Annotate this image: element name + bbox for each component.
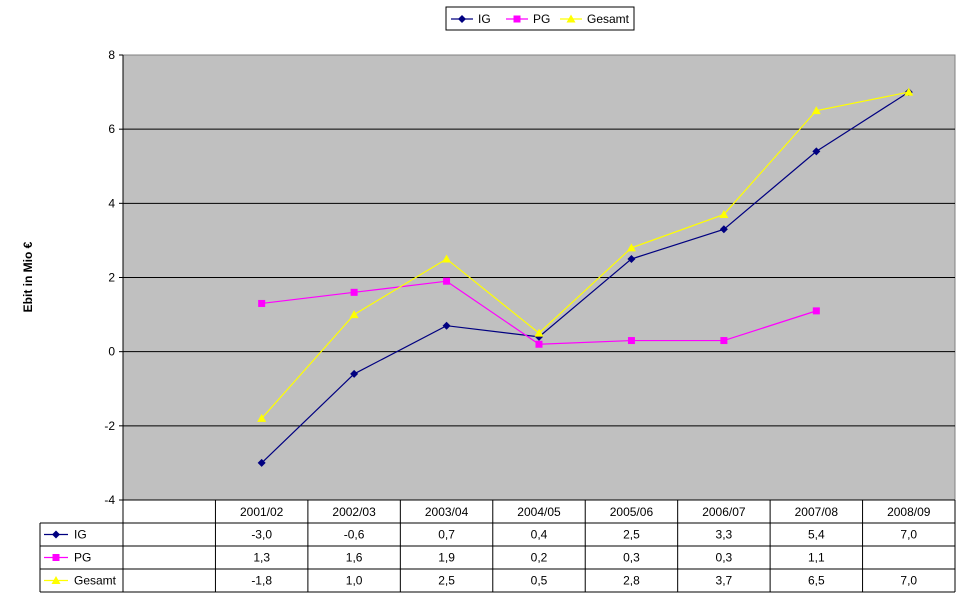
data-point-pg: [812, 307, 820, 315]
data-point-gesamt: [904, 87, 914, 96]
table-cell-ig: 7,0: [900, 528, 917, 542]
table-cell-ig: 2,5: [623, 528, 640, 542]
table-cell-pg: 1,3: [253, 551, 270, 565]
data-table: 2001/02 2002/03 2003/04 2004/05 2005/06 2006/…: [39, 499, 956, 593]
table-cell-gesamt: 2,8: [623, 574, 640, 588]
data-point-gesamt: [719, 209, 729, 218]
table-header-cell: 2008/09: [887, 505, 931, 519]
legend-marker-ig: [458, 15, 466, 23]
y-tick-label: -2: [104, 419, 115, 433]
legend-box: [445, 6, 635, 31]
series-line-ig: [261, 91, 910, 464]
table-legend-marker-ig: [52, 530, 60, 539]
data-point-gesamt: [626, 243, 636, 252]
table-cell-ig: 5,4: [808, 528, 825, 542]
data-point-ig: [442, 321, 451, 330]
table-header-cell: 2004/05: [517, 505, 561, 519]
table-row-label-ig: IG: [74, 528, 87, 542]
series-lines: [257, 87, 914, 467]
table-cell-ig: -3,0: [251, 528, 272, 542]
y-tick-label: 0: [108, 345, 115, 359]
table-cell-pg: 0,3: [623, 551, 640, 565]
y-tick-label: 6: [108, 122, 115, 136]
data-point-pg: [720, 337, 728, 345]
table-legend-marker-gesamt: [51, 576, 61, 584]
table-cell-pg: 1,1: [808, 551, 825, 565]
table-cell-gesamt: 7,0: [900, 574, 917, 588]
table-cell-ig: 0,7: [438, 528, 455, 542]
y-tick-label: 4: [108, 196, 115, 210]
series-gesamt: [257, 87, 914, 422]
table-header-cell: 2002/03: [332, 505, 376, 519]
legend-label-gesamt: Gesamt: [587, 12, 630, 26]
y-tick-label: -4: [104, 493, 115, 507]
series-line-gesamt: [261, 91, 909, 419]
data-point-gesamt: [349, 310, 359, 319]
data-point-pg: [443, 277, 451, 285]
table-cell-pg: 0,3: [716, 551, 733, 565]
legend-marker-pg: [513, 15, 521, 23]
table-header-cell: 2006/07: [702, 505, 746, 519]
table-cell-gesamt: 1,0: [346, 574, 363, 588]
data-point-ig: [719, 225, 728, 234]
table-row-label-pg: PG: [74, 551, 91, 565]
table-cell-ig: 3,3: [716, 528, 733, 542]
table-cell-gesamt: 6,5: [808, 574, 825, 588]
table-cell-ig: 0,4: [531, 528, 548, 542]
table-cell-pg: 1,6: [346, 551, 363, 565]
legend-label-pg: PG: [533, 12, 550, 26]
table-header-cell: 2001/02: [240, 505, 284, 519]
table-legend-marker-pg: [52, 554, 60, 561]
data-point-ig: [350, 369, 359, 378]
data-point-gesamt: [257, 413, 267, 422]
table-cell-pg: 1,9: [438, 551, 455, 565]
table-cell-gesamt: 0,5: [531, 574, 548, 588]
table-row-label-gesamt: Gesamt: [74, 574, 117, 588]
y-tick-label: 8: [108, 48, 115, 62]
y-axis-label: Ebit in Mio €: [21, 241, 35, 312]
data-point-pg: [627, 337, 635, 345]
table-header-cell: 2005/06: [610, 505, 654, 519]
table-header-cell: 2003/04: [425, 505, 469, 519]
legend: IG PG Gesamt: [451, 12, 630, 26]
series-pg: [258, 277, 820, 348]
legend-label-ig: IG: [478, 12, 491, 26]
table-header-cell: 2007/08: [795, 505, 839, 519]
y-axis: -4 -2 0 2 4 6 8: [104, 48, 124, 507]
data-point-pg: [258, 299, 266, 307]
data-point-ig: [812, 147, 821, 156]
data-point-gesamt: [811, 106, 821, 115]
table-cell-ig: -0,6: [344, 528, 365, 542]
gridlines: [123, 128, 955, 427]
data-point-gesamt: [442, 254, 452, 263]
table-cell-gesamt: 2,5: [438, 574, 455, 588]
data-point-ig: [257, 458, 266, 467]
table-cell-gesamt: -1,8: [251, 574, 272, 588]
data-point-ig: [627, 254, 636, 263]
data-point-pg: [535, 340, 543, 348]
y-tick-label: 2: [108, 271, 115, 285]
data-point-gesamt: [534, 328, 544, 337]
table-cell-gesamt: 3,7: [716, 574, 733, 588]
legend-marker-gesamt: [566, 14, 576, 23]
data-point-pg: [350, 288, 358, 296]
table-cell-pg: 0,2: [531, 551, 548, 565]
